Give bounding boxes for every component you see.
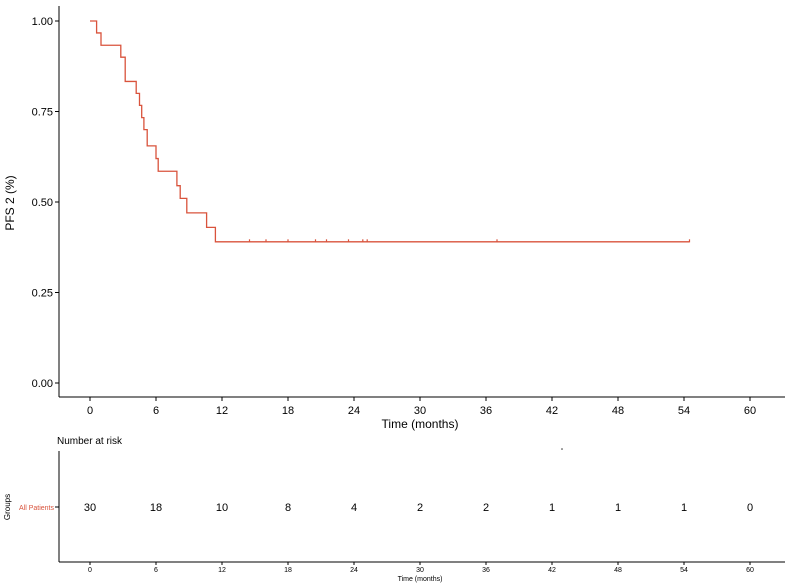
x-tick-label: 48 xyxy=(612,405,624,417)
risk-x-tick-label: 60 xyxy=(746,567,754,574)
x-tick-label: 24 xyxy=(348,405,360,417)
risk-x-tick-label: 48 xyxy=(614,567,622,574)
risk-x-tick-label: 24 xyxy=(350,567,358,574)
risk-x-tick-label: 6 xyxy=(154,567,158,574)
x-tick-label: 54 xyxy=(678,405,690,417)
risk-count: 1 xyxy=(681,502,687,514)
risk-x-tick-label: 42 xyxy=(548,567,556,574)
y-tick-label: 1.00 xyxy=(32,16,53,28)
main-plot: 0.00 0.25 0.50 0.75 1.00 0 6 12 18 24 30 36 42 48 54 6… xyxy=(3,6,785,431)
y-axis-title: PFS 2 (%) xyxy=(3,175,17,230)
risk-count: 30 xyxy=(84,502,96,514)
x-axis-ticks: 0 6 12 18 24 30 36 42 48 54 60 xyxy=(87,397,756,417)
x-tick-label: 18 xyxy=(282,405,294,417)
risk-table: Number at risk Groups All Patients 30 18 1… xyxy=(3,436,785,583)
risk-count: 2 xyxy=(483,502,489,514)
x-axis-title: Time (months) xyxy=(382,417,459,431)
x-tick-label: 0 xyxy=(87,405,93,417)
risk-count: 8 xyxy=(285,502,291,514)
km-curve-all-patients xyxy=(90,20,690,243)
risk-count: 2 xyxy=(417,502,423,514)
y-tick-label: 0.25 xyxy=(32,288,53,300)
x-tick-label: 30 xyxy=(414,405,426,417)
risk-count: 0 xyxy=(747,502,753,514)
x-tick-label: 36 xyxy=(480,405,492,417)
censor-marks xyxy=(248,239,691,243)
risk-count: 4 xyxy=(351,502,357,514)
risk-x-axis-ticks: 0 6 12 18 24 30 36 42 48 54 60 xyxy=(88,562,754,574)
risk-groups-label: Groups xyxy=(3,494,12,520)
x-tick-label: 60 xyxy=(744,405,756,417)
risk-count: 1 xyxy=(615,502,621,514)
risk-x-tick-label: 12 xyxy=(218,567,226,574)
x-tick-label: 6 xyxy=(153,405,159,417)
y-tick-label: 0.50 xyxy=(32,197,53,209)
risk-x-tick-label: 0 xyxy=(88,567,92,574)
risk-x-tick-label: 18 xyxy=(284,567,292,574)
risk-counts: 30 18 10 8 4 2 2 1 1 1 0 xyxy=(84,502,753,514)
y-tick-label: 0.00 xyxy=(32,378,53,390)
risk-x-tick-label: 30 xyxy=(416,567,424,574)
risk-x-axis-title: Time (months) xyxy=(398,576,443,583)
y-tick-label: 0.75 xyxy=(32,107,53,119)
risk-count: 18 xyxy=(150,502,162,514)
risk-count: 10 xyxy=(216,502,228,514)
risk-x-tick-label: 36 xyxy=(482,567,490,574)
risk-table-title: Number at risk xyxy=(57,436,123,447)
x-tick-label: 12 xyxy=(216,405,228,417)
risk-count: 1 xyxy=(549,502,555,514)
x-tick-label: 42 xyxy=(546,405,558,417)
y-axis-ticks: 0.00 0.25 0.50 0.75 1.00 xyxy=(32,16,59,390)
stray-dot xyxy=(561,448,563,450)
risk-x-tick-label: 54 xyxy=(680,567,688,574)
risk-group-name: All Patients xyxy=(19,505,55,512)
